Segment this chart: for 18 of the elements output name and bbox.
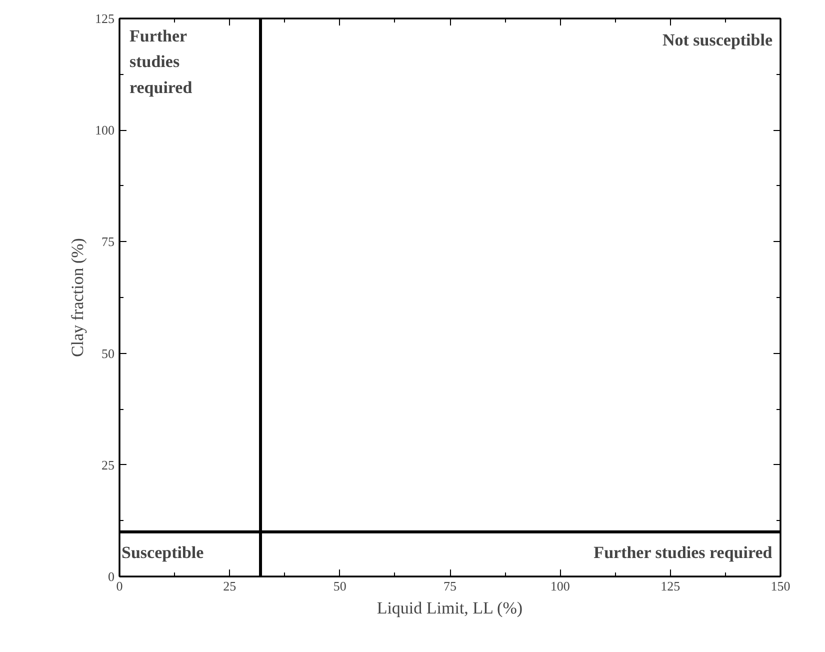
x-tick-label: 25 (223, 578, 236, 594)
annotation: Further studies required (130, 26, 193, 97)
y-tick-label: 125 (95, 11, 114, 26)
x-tick-label: 100 (550, 578, 570, 594)
x-tick-label: 150 (770, 578, 790, 594)
y-tick-label: 0 (108, 569, 114, 584)
y-tick-label: 75 (102, 234, 114, 250)
y-tick-label: 25 (102, 457, 114, 472)
y-tick-label: 50 (102, 346, 114, 361)
x-axis-title: Liquid Limit, LL (%) (376, 598, 523, 618)
annotation: Susceptible (122, 543, 204, 562)
x-tick-label: 125 (660, 578, 680, 594)
x-tick-label: 75 (444, 578, 456, 594)
x-tick-label: 50 (333, 578, 346, 594)
y-tick-label: 100 (95, 122, 114, 138)
annotation: Not susceptible (662, 30, 773, 50)
annotation: Further studies required (594, 543, 773, 562)
y-axis-title: Clay fraction (%) (68, 238, 87, 357)
